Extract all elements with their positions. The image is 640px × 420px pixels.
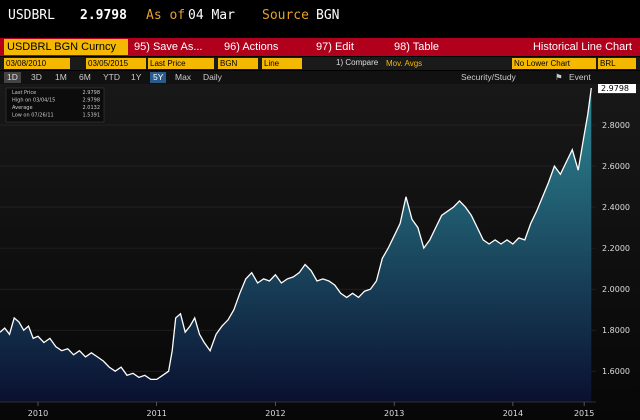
source-value: BGN: [316, 8, 340, 23]
price-area: [0, 88, 592, 402]
header-bar: USDBRL 2.9798 As of 04 Mar Source BGN: [0, 0, 640, 36]
y-tick-label: 2.8000: [602, 121, 630, 130]
legend-low-label: Low on 07/26/11: [12, 113, 54, 119]
actions-menu[interactable]: 96) Actions: [224, 41, 279, 53]
end-date-field[interactable]: 03/05/2015: [86, 58, 146, 69]
range-1y-button[interactable]: 1Y: [131, 72, 142, 82]
chart-type-title: Historical Line Chart: [532, 41, 632, 53]
source-label: Source: [262, 8, 309, 23]
edit-menu[interactable]: 97) Edit: [316, 41, 354, 53]
ticker-label: USDBRL: [8, 8, 55, 23]
compare-select[interactable]: Mov. Avgs: [384, 58, 434, 69]
event-button[interactable]: Event: [569, 72, 591, 82]
legend-last-label: Last Price: [12, 90, 36, 96]
security-study-button[interactable]: Security/Study: [461, 72, 516, 82]
range-6m-button[interactable]: 6M: [79, 72, 91, 82]
range-ytd-button[interactable]: YTD: [103, 72, 120, 82]
legend-high-value: 2.9798: [83, 98, 101, 104]
as-of-label: As of: [146, 8, 186, 23]
y-tick-label: 1.8000: [602, 326, 630, 335]
legend-average-label: Average: [12, 105, 33, 111]
range-bar: 1D 3D 1M 6M YTD 1Y 5Y Max Daily Security…: [0, 71, 640, 84]
x-axis: 2010 2011 2012 2013 2014 2015: [0, 401, 596, 418]
x-tick-label: 2012: [265, 409, 285, 418]
legend-high-label: High on 03/04/15: [12, 98, 55, 104]
legend-low-value: 1.5391: [83, 113, 101, 119]
x-tick-label: 2015: [574, 409, 594, 418]
price-line: [0, 88, 592, 381]
legend-last-value: 2.9798: [83, 90, 101, 96]
compare-label: 1) Compare: [336, 58, 379, 67]
last-price: 2.9798: [80, 8, 127, 23]
x-tick-label: 2013: [384, 409, 404, 418]
range-1d-button[interactable]: 1D: [4, 72, 21, 83]
source-select[interactable]: BGN: [218, 58, 258, 69]
price-chart: 1.6000 1.8000 2.0000 2.2000 2.4000 2.6000 2.80…: [0, 84, 640, 420]
y-tick-label: 1.6000: [602, 367, 630, 376]
y-tick-label: 2.4000: [602, 203, 630, 212]
field-select[interactable]: Last Price: [148, 58, 214, 69]
last-value-label: 2.9798: [601, 84, 629, 93]
y-axis: 1.6000 1.8000 2.0000 2.2000 2.4000 2.6000 2.80…: [598, 84, 636, 376]
x-tick-label: 2014: [503, 409, 523, 418]
chart-type-select[interactable]: Line: [262, 58, 302, 69]
range-3d-button[interactable]: 3D: [31, 72, 42, 82]
legend: Last Price 2.9798 High on 03/04/15 2.979…: [5, 87, 105, 123]
x-tick-label: 2010: [28, 409, 48, 418]
legend-average-value: 2.0132: [83, 105, 101, 111]
range-5y-button[interactable]: 5Y: [150, 72, 167, 83]
table-menu[interactable]: 98) Table: [394, 41, 440, 53]
flag-icon[interactable]: ⚑: [555, 72, 563, 82]
currency-select[interactable]: BRL: [598, 58, 636, 69]
range-1m-button[interactable]: 1M: [55, 72, 67, 82]
security-field[interactable]: USDBRL BGN Curncy: [4, 39, 128, 55]
last-value-tag: [598, 84, 636, 94]
control-bar: 03/08/2010 03/05/2015 Last Price BGN Lin…: [0, 57, 640, 70]
as-of-date: 04 Mar: [188, 8, 235, 23]
range-max-button[interactable]: Max: [175, 72, 192, 82]
start-date-field[interactable]: 03/08/2010: [4, 58, 70, 69]
y-tick-label: 2.6000: [602, 162, 630, 171]
legend-box: [5, 87, 105, 123]
save-as-menu[interactable]: 95) Save As...: [134, 41, 203, 53]
lower-chart-select[interactable]: No Lower Chart: [512, 58, 596, 69]
y-tick-label: 2.2000: [602, 244, 630, 253]
y-tick-label: 2.0000: [602, 285, 630, 294]
x-tick-label: 2011: [147, 409, 167, 418]
periodicity-select[interactable]: Daily: [203, 72, 222, 82]
menu-bar: USDBRL BGN Curncy 95) Save As... 96) Act…: [0, 38, 640, 56]
